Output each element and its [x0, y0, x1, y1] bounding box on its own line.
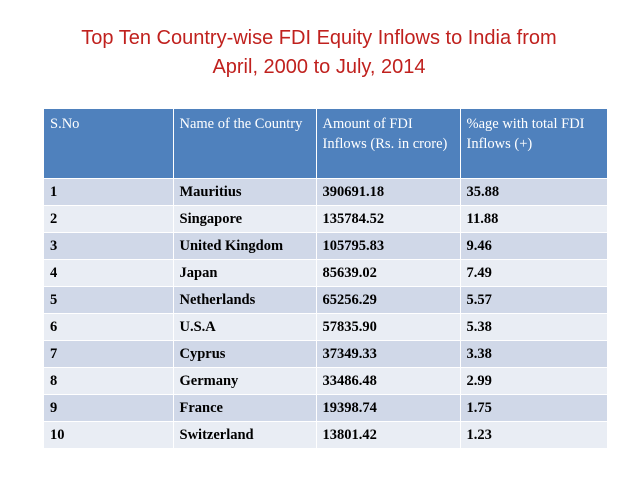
cell-fdi-amount: 105795.83: [316, 232, 461, 260]
table-row: 4 Japan 85639.02 7.49: [44, 259, 607, 287]
cell-fdi-amount: 37349.33: [316, 340, 461, 368]
cell-serial-number: 10: [44, 421, 174, 448]
cell-fdi-amount: 65256.29: [316, 286, 461, 314]
cell-fdi-amount: 57835.90: [316, 313, 461, 341]
cell-serial-number: 5: [44, 286, 174, 314]
cell-fdi-percentage: 35.88: [460, 178, 607, 206]
cell-country-name: U.S.A: [173, 313, 317, 341]
table-row: 7 Cyprus 37349.33 3.38: [44, 340, 607, 368]
cell-serial-number: 2: [44, 205, 174, 233]
table-row: 8 Germany 33486.48 2.99: [44, 367, 607, 395]
cell-serial-number: 7: [44, 340, 174, 368]
cell-fdi-percentage: 9.46: [460, 232, 607, 260]
title-line-2: April, 2000 to July, 2014: [212, 56, 426, 78]
table-row: 5 Netherlands 65256.29 5.57: [44, 286, 607, 314]
fdi-inflows-table: S.No Name of the Country Amount of FDI I…: [44, 109, 607, 448]
table-body: 1 Mauritius 390691.18 35.88 2 Singapore …: [44, 178, 607, 448]
cell-fdi-percentage: 11.88: [460, 205, 607, 233]
table-header: S.No Name of the Country Amount of FDI I…: [44, 109, 607, 179]
cell-country-name: Germany: [173, 367, 317, 395]
cell-fdi-amount: 19398.74: [316, 394, 461, 422]
cell-country-name: Mauritius: [173, 178, 317, 206]
table-row: 6 U.S.A 57835.90 5.38: [44, 313, 607, 341]
cell-serial-number: 8: [44, 367, 174, 395]
cell-country-name: United Kingdom: [173, 232, 317, 260]
cell-country-name: Switzerland: [173, 421, 317, 448]
cell-fdi-amount: 85639.02: [316, 259, 461, 287]
table-row: 1 Mauritius 390691.18 35.88: [44, 178, 607, 206]
cell-serial-number: 6: [44, 313, 174, 341]
cell-fdi-percentage: 5.38: [460, 313, 607, 341]
cell-country-name: France: [173, 394, 317, 422]
cell-fdi-amount: 13801.42: [316, 421, 461, 448]
cell-country-name: Japan: [173, 259, 317, 287]
cell-country-name: Singapore: [173, 205, 317, 233]
cell-serial-number: 3: [44, 232, 174, 260]
cell-fdi-amount: 135784.52: [316, 205, 461, 233]
cell-serial-number: 1: [44, 178, 174, 206]
cell-fdi-amount: 390691.18: [316, 178, 461, 206]
table-row: 10 Switzerland 13801.42 1.23: [44, 421, 607, 448]
cell-fdi-amount: 33486.48: [316, 367, 461, 395]
cell-country-name: Netherlands: [173, 286, 317, 314]
header-fdi-amount: Amount of FDI Inflows (Rs. in crore): [316, 109, 461, 179]
cell-country-name: Cyprus: [173, 340, 317, 368]
cell-serial-number: 4: [44, 259, 174, 287]
cell-serial-number: 9: [44, 394, 174, 422]
table-row: 3 United Kingdom 105795.83 9.46: [44, 232, 607, 260]
header-row: S.No Name of the Country Amount of FDI I…: [44, 109, 607, 179]
cell-fdi-percentage: 5.57: [460, 286, 607, 314]
table-row: 2 Singapore 135784.52 11.88: [44, 205, 607, 233]
title-line-1: Top Ten Country-wise FDI Equity Inflows …: [81, 27, 557, 49]
cell-fdi-percentage: 1.23: [460, 421, 607, 448]
cell-fdi-percentage: 1.75: [460, 394, 607, 422]
cell-fdi-percentage: 3.38: [460, 340, 607, 368]
cell-fdi-percentage: 2.99: [460, 367, 607, 395]
table-row: 9 France 19398.74 1.75: [44, 394, 607, 422]
header-serial-number: S.No: [44, 109, 174, 179]
cell-fdi-percentage: 7.49: [460, 259, 607, 287]
header-fdi-percentage: %age with total FDI Inflows (+): [460, 109, 607, 179]
slide-title: Top Ten Country-wise FDI Equity Inflows …: [0, 24, 638, 82]
header-country-name: Name of the Country: [173, 109, 317, 179]
